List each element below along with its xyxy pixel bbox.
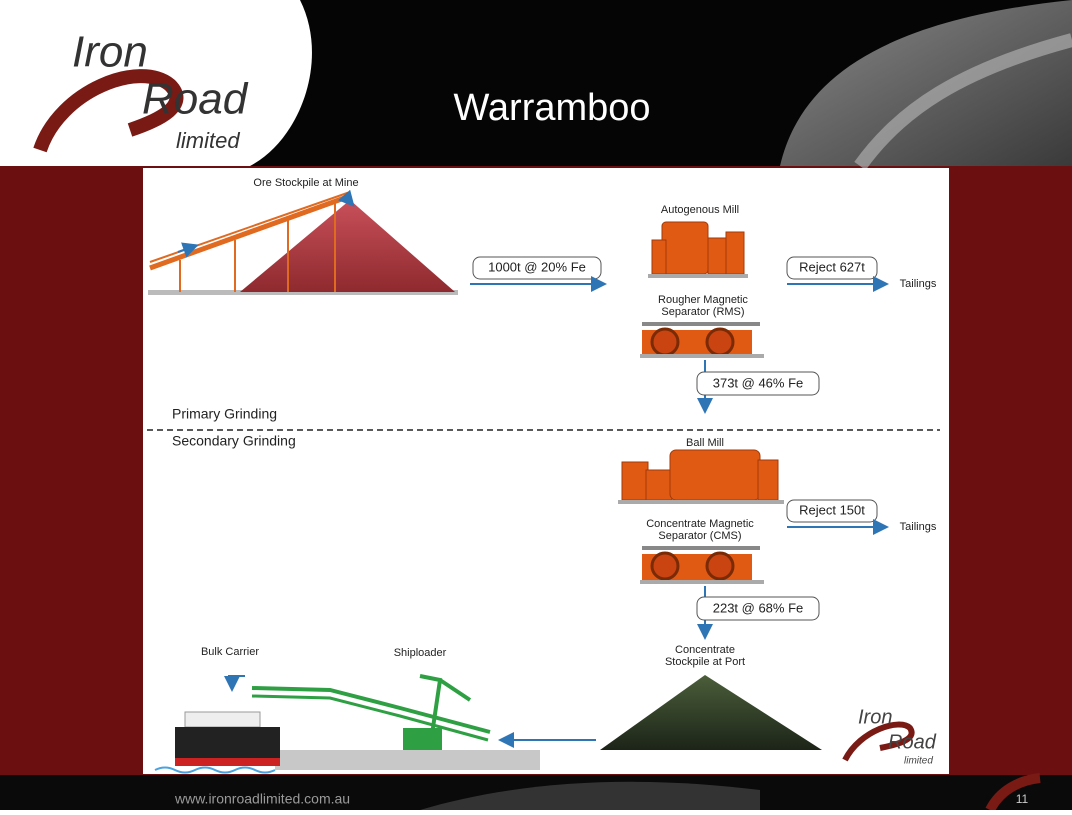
node-label: Bulk Carrier [201, 646, 259, 658]
flow-destination: Tailings [900, 521, 937, 533]
logo-text: limited [904, 756, 933, 767]
stage-label: Secondary Grinding [172, 433, 296, 449]
node-label: Concentrate [675, 644, 735, 656]
node-label: Separator (RMS) [661, 306, 744, 318]
node-label: Concentrate Magnetic [646, 518, 754, 530]
flow-label: Reject 150t [799, 502, 865, 517]
node-label: Autogenous Mill [661, 204, 739, 216]
node-label: Shiploader [394, 647, 447, 659]
slide-title: Warramboo [453, 87, 650, 129]
dock [275, 750, 540, 770]
node-label: Ore Stockpile at Mine [253, 177, 358, 189]
base [648, 274, 748, 278]
node-label: Ball Mill [686, 437, 724, 449]
flow-destination: Tailings [900, 278, 937, 290]
node-label: Separator (CMS) [658, 530, 741, 542]
flow-label: 373t @ 46% Fe [713, 375, 804, 390]
logo-text: Iron [72, 28, 148, 77]
flow-label: 1000t @ 20% Fe [488, 259, 586, 274]
node-label: Rougher Magnetic [658, 294, 748, 306]
flow-label: Reject 627t [799, 259, 865, 274]
node-label: Stockpile at Port [665, 656, 745, 668]
logo-text: Iron [858, 706, 892, 728]
page-number: 11 [1016, 792, 1029, 806]
stage-label: Primary Grinding [172, 406, 277, 422]
page: { "header": { "logo": {"line1": "Iron", … [0, 0, 1072, 810]
logo-text: Road [142, 75, 249, 124]
slide: Iron Road limited Warramboo www.ironroad… [0, 0, 1072, 810]
footer-website: www.ironroadlimited.com.au [174, 791, 350, 807]
base [618, 500, 784, 504]
logo-text: Road [888, 731, 937, 753]
flow-label: 223t @ 68% Fe [713, 600, 804, 615]
logo-text: limited [176, 128, 240, 153]
